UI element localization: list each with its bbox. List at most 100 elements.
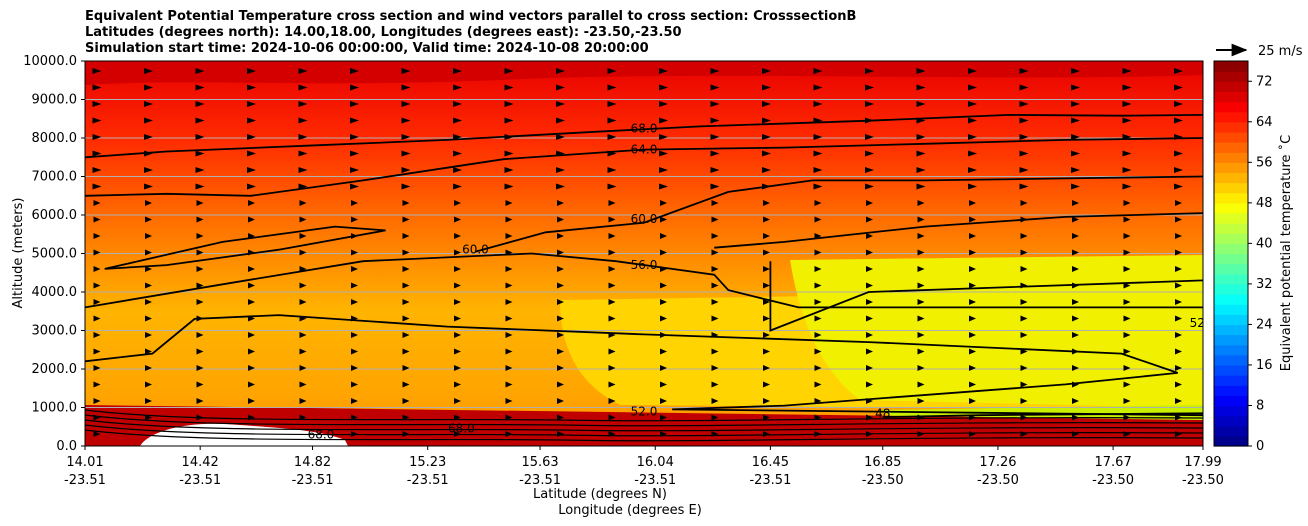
wind-vectors bbox=[92, 68, 1183, 437]
wind-vector bbox=[608, 200, 616, 206]
wind-vector bbox=[659, 167, 668, 173]
wind-vector bbox=[917, 365, 925, 371]
wind-vector bbox=[557, 332, 564, 338]
wind-vector bbox=[813, 134, 823, 140]
wind-vector bbox=[196, 398, 204, 404]
wind-vector bbox=[608, 299, 616, 305]
wind-vector bbox=[350, 150, 359, 157]
colorbar-segment bbox=[1214, 172, 1248, 184]
wind-vector bbox=[401, 117, 411, 124]
wind-vector bbox=[969, 249, 976, 256]
wind-vector bbox=[196, 266, 204, 272]
surface-contour-line bbox=[85, 414, 1203, 427]
wind-vector bbox=[813, 101, 823, 107]
colorbar-tick-label: 0 bbox=[1256, 439, 1264, 454]
wind-vector bbox=[557, 233, 564, 239]
wind-vector bbox=[866, 266, 873, 272]
wind-vector bbox=[1020, 315, 1028, 322]
wind-vector bbox=[248, 315, 255, 322]
wind-vector bbox=[92, 84, 102, 91]
wind-vector bbox=[1122, 68, 1132, 74]
x-tick-label-lat: 16.85 bbox=[864, 455, 901, 470]
wind-vector bbox=[968, 167, 977, 173]
wind-vector bbox=[454, 233, 461, 239]
wind-vector bbox=[660, 431, 667, 437]
wind-vector bbox=[866, 282, 873, 289]
colorbar-tick-label: 56 bbox=[1256, 155, 1273, 170]
wind-vector bbox=[968, 68, 977, 74]
wind-vector bbox=[917, 200, 925, 206]
surface-contour-line bbox=[85, 419, 1203, 432]
wind-vector bbox=[402, 332, 410, 338]
wind-vector bbox=[1019, 117, 1029, 124]
wind-vector bbox=[505, 431, 513, 437]
wind-vector bbox=[814, 381, 822, 388]
wind-vector bbox=[93, 266, 101, 272]
wind-vector bbox=[969, 414, 976, 421]
wind-vector bbox=[969, 315, 976, 322]
wind-vector bbox=[401, 101, 411, 107]
wind-vector bbox=[969, 200, 976, 206]
colorbar-label: Equivalent potential temperature ˚C bbox=[1278, 135, 1294, 371]
wind-vector bbox=[866, 216, 873, 223]
wind-vector bbox=[299, 299, 307, 305]
wind-vector bbox=[144, 101, 153, 107]
wind-vector bbox=[298, 68, 308, 74]
wind-vector bbox=[1020, 200, 1028, 206]
contour-label: 52.0 bbox=[1190, 316, 1217, 330]
wind-vector bbox=[299, 282, 307, 289]
wind-vector bbox=[659, 68, 668, 74]
wind-vector bbox=[93, 282, 101, 289]
title-line-1: Equivalent Potential Temperature cross s… bbox=[85, 9, 857, 24]
wind-vector bbox=[195, 134, 205, 140]
wind-vector bbox=[1123, 216, 1131, 223]
x-tick-label-lat: 17.67 bbox=[1095, 455, 1132, 470]
wind-vector bbox=[93, 332, 101, 338]
wind-vector bbox=[248, 200, 255, 206]
wind-vector bbox=[351, 249, 358, 256]
y-tick-label: 8000.0 bbox=[32, 131, 78, 146]
wind-vector bbox=[453, 68, 462, 74]
wind-vector bbox=[866, 233, 873, 239]
wind-vector bbox=[866, 381, 873, 388]
wind-vector bbox=[1174, 167, 1183, 173]
wind-vector bbox=[299, 332, 307, 338]
wind-vector bbox=[917, 414, 925, 421]
contour-label: 68.0 bbox=[448, 422, 475, 436]
wind-vector bbox=[351, 282, 358, 289]
wind-vector bbox=[504, 84, 514, 91]
wind-vector bbox=[865, 167, 874, 173]
wind-vector bbox=[248, 332, 255, 338]
wind-vector bbox=[454, 332, 461, 338]
wind-vector bbox=[248, 266, 255, 272]
wind-vector bbox=[1175, 332, 1182, 338]
wind-vector bbox=[402, 200, 410, 206]
wind-vector bbox=[145, 249, 152, 256]
wind-vector bbox=[711, 216, 719, 223]
colorbar-segment bbox=[1214, 223, 1248, 234]
wind-vector bbox=[763, 365, 770, 371]
colorbar-segment bbox=[1214, 395, 1248, 407]
wind-vector bbox=[247, 101, 256, 107]
wind-vector bbox=[1020, 266, 1028, 272]
wind-vector bbox=[968, 117, 977, 124]
wind-vector bbox=[504, 101, 514, 107]
wind-vector bbox=[248, 365, 255, 371]
wind-vector bbox=[660, 249, 667, 256]
wind-vector bbox=[196, 332, 204, 338]
terrain-mask bbox=[140, 423, 348, 446]
wind-vector bbox=[1072, 216, 1079, 223]
contour-label: 60.0 bbox=[462, 243, 489, 257]
wind-vector bbox=[145, 200, 152, 206]
wind-vector bbox=[917, 398, 925, 404]
wind-vector bbox=[916, 183, 926, 190]
wind-vector bbox=[710, 183, 720, 190]
wind-vector bbox=[711, 249, 719, 256]
wind-vector bbox=[969, 332, 976, 338]
wind-vector bbox=[969, 398, 976, 404]
wind-vector bbox=[145, 332, 152, 338]
wind-vector bbox=[351, 431, 358, 437]
colorbar-segment bbox=[1214, 202, 1248, 214]
wind-vector bbox=[608, 381, 616, 388]
contour-label: 48 bbox=[875, 406, 890, 420]
